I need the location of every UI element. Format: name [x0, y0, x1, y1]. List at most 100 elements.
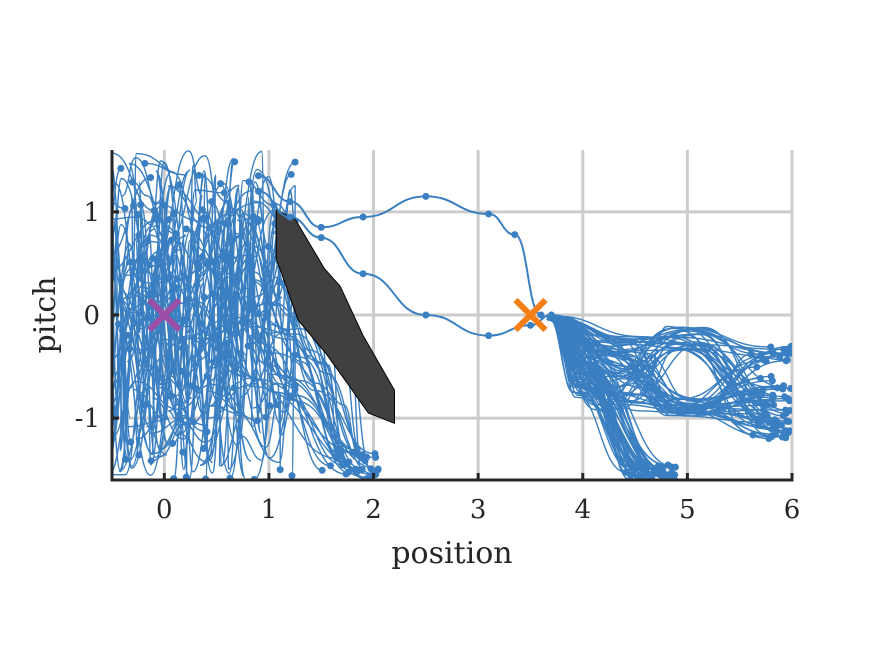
- trajectory-node: [192, 385, 200, 393]
- path-node: [422, 192, 430, 200]
- trajectory-node: [334, 449, 342, 457]
- trajectory-node: [103, 287, 110, 294]
- trajectory-line: [118, 211, 230, 390]
- trajectory-node: [288, 472, 296, 480]
- trajectory-line: [547, 317, 776, 435]
- path-node: [286, 213, 294, 221]
- trajectory-node: [374, 466, 382, 474]
- trajectory-node: [787, 384, 792, 392]
- trajectory-node: [291, 158, 299, 166]
- trajectory-node: [778, 421, 786, 429]
- start-marker: [147, 297, 182, 333]
- trajectory-line: [556, 315, 787, 434]
- trajectory-line: [548, 315, 788, 411]
- trajectory-node: [103, 269, 110, 276]
- trajectory-line: [112, 200, 126, 210]
- trajectory-line: [550, 317, 627, 473]
- trajectory-line: [551, 314, 759, 426]
- y-tick-labels: -1 0 1: [75, 198, 100, 434]
- trajectory-node: [663, 471, 671, 479]
- trajectory-line: [122, 340, 189, 455]
- trajectory-node: [273, 401, 281, 409]
- trajectory-line: [221, 314, 379, 470]
- trajectory-node: [179, 448, 187, 456]
- trajectory-node: [254, 215, 262, 223]
- trajectory-node: [173, 230, 181, 238]
- trajectory-line: [551, 316, 784, 417]
- trajectory-line: [132, 275, 180, 386]
- trajectory-line: [555, 316, 763, 405]
- trajectory-line: [228, 204, 255, 380]
- trajectory-line: [248, 181, 262, 434]
- trajectory-line: [546, 314, 784, 400]
- trajectory-node: [784, 350, 792, 358]
- y-axis-label: pitch: [28, 277, 63, 354]
- path-node: [359, 213, 367, 221]
- trajectory-node: [220, 189, 228, 197]
- trajectory-node: [178, 344, 186, 352]
- path-node: [254, 187, 262, 195]
- trajectory-node: [372, 453, 380, 461]
- goal-marker: [513, 297, 548, 333]
- trajectory-node: [182, 225, 190, 233]
- x-tick-label: 3: [470, 495, 487, 525]
- path-node: [547, 311, 555, 319]
- trajectory-line: [547, 318, 757, 413]
- x-tick-label: 5: [679, 495, 696, 525]
- trajectory-line: [235, 232, 323, 471]
- trajectory-line: [140, 263, 170, 446]
- x-tick-labels: 0 1 2 3 4 5 6: [156, 495, 800, 525]
- trajectory-line: [549, 319, 762, 356]
- trajectory-line: [121, 154, 225, 260]
- trajectory-node: [779, 412, 787, 420]
- trajectory-line: [548, 318, 792, 415]
- x-tick-label: 1: [261, 495, 278, 525]
- trajectory-line: [138, 181, 147, 406]
- trajectory-node: [175, 381, 183, 389]
- y-tick-label: 0: [83, 301, 100, 331]
- path-node: [286, 198, 294, 206]
- trajectory-line: [244, 181, 269, 332]
- trajectory-node: [756, 374, 764, 382]
- trajectory-node: [147, 174, 155, 182]
- trajectory-node: [650, 466, 658, 474]
- axes: [110, 150, 794, 482]
- trajectory-node: [787, 342, 792, 350]
- trajectory-line: [112, 161, 164, 469]
- y-tick-label: 1: [83, 198, 100, 228]
- trajectory-node: [143, 237, 151, 245]
- trajectory-node: [334, 454, 342, 462]
- trajectory-line: [549, 317, 762, 409]
- trajectory-line: [150, 286, 247, 443]
- trajectory-node: [783, 417, 791, 425]
- trajectory-node: [117, 164, 125, 172]
- y-tick-label: -1: [75, 404, 100, 434]
- trajectory-node: [344, 468, 352, 476]
- trajectory-line: [215, 252, 347, 475]
- trajectory-line: [549, 316, 791, 390]
- trajectory-line: [132, 261, 170, 456]
- path-node: [485, 210, 493, 218]
- trajectory-line: [112, 257, 140, 452]
- markers: [147, 297, 548, 333]
- path-node: [317, 223, 325, 231]
- trajectory-line: [178, 164, 198, 390]
- trajectory-line: [164, 224, 211, 480]
- path-node: [422, 311, 430, 319]
- trajectory-line: [128, 162, 187, 308]
- trajectory-node: [658, 472, 666, 480]
- plot-area: [103, 150, 792, 480]
- trajectory-node: [767, 372, 775, 380]
- trajectory-node: [759, 400, 767, 408]
- trajectory-line: [240, 222, 277, 461]
- path-node: [254, 172, 262, 180]
- path-node: [537, 311, 545, 319]
- trajectory-node: [754, 421, 762, 429]
- trajectory-line: [112, 216, 146, 476]
- x-tick-label: 0: [156, 495, 173, 525]
- trajectory-node: [627, 471, 635, 479]
- trajectory-node: [358, 466, 366, 474]
- trajectory-node: [103, 168, 110, 175]
- trajectory-node: [287, 170, 295, 178]
